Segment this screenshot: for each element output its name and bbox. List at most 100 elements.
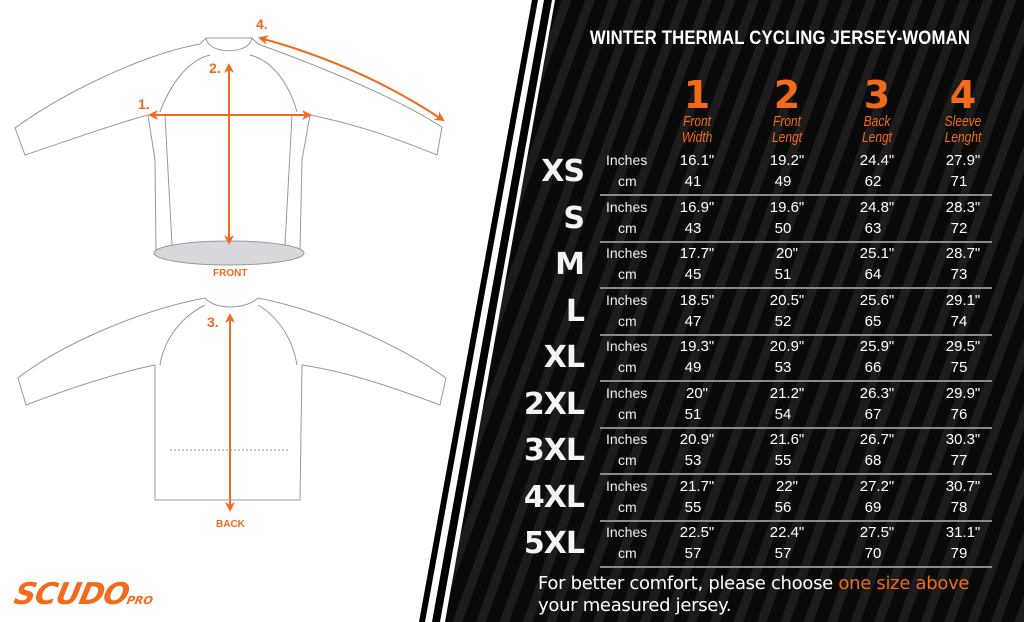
panel-stripe [432, 0, 552, 622]
inches-value: 30.7" [945, 477, 981, 495]
size-row: 2XL Inches cm 20" 51 21.2" 54 26.3" 67 29.9"… [0, 383, 1024, 430]
unit-inches: Inches [606, 245, 648, 261]
inches-value: 29.9" [945, 384, 981, 402]
size-row: L Inches cm 18.5" 47 20.5" 52 25.6" 65 29.1"… [0, 290, 1024, 337]
size-label: XL [543, 340, 585, 375]
inches-value: 26.3" [859, 384, 895, 402]
inches-value: 16.1" [679, 152, 715, 169]
column-label: Front Lengt [771, 113, 803, 146]
column-header: 4 Sleeve Lenght [918, 76, 1008, 146]
cm-value: 64 [864, 266, 882, 283]
inches-value: 30.3" [945, 431, 981, 448]
size-row: 3XL Inches cm 20.9" 53 21.6" 55 26.7" 68 30.… [0, 429, 1024, 476]
cm-value: 50 [774, 219, 792, 237]
column-number: 1 [683, 73, 711, 117]
row-divider [600, 473, 992, 475]
inches-value: 28.7" [945, 245, 981, 262]
size-row: 4XL Inches cm 21.7" 55 22" 56 27.2" 69 30.7"… [0, 476, 1024, 523]
unit-inches: Inches [606, 198, 648, 215]
unit-inches: Inches [606, 524, 648, 540]
unit-inches: Inches [606, 152, 648, 168]
cm-value: 41 [684, 173, 702, 190]
inches-value: 20.9" [769, 338, 805, 355]
inches-value: 20.9" [679, 431, 715, 448]
unit-cm: cm [618, 545, 637, 561]
inches-value: 20" [685, 384, 708, 402]
inches-value: 19.2" [769, 152, 805, 169]
dark-panel [445, 0, 1024, 622]
cm-value: 75 [950, 359, 968, 376]
cm-value: 71 [950, 173, 968, 190]
size-label: 3XL [523, 433, 585, 468]
panel-stripe [419, 0, 538, 622]
column-header: 1 Front Width [652, 76, 742, 146]
inches-value: 19.6" [769, 198, 805, 216]
note-highlight: one size above [838, 573, 970, 594]
cm-value: 53 [684, 452, 702, 469]
size-label: XS [541, 154, 585, 189]
marker-3: 3. [207, 314, 219, 330]
column-number: 3 [863, 73, 891, 117]
row-divider [600, 194, 992, 196]
cm-value: 43 [684, 219, 702, 237]
unit-cm: cm [618, 219, 637, 236]
cm-value: 57 [774, 545, 792, 562]
cm-value: 51 [774, 266, 792, 283]
inches-value: 25.1" [859, 245, 895, 262]
marker-4: 4. [256, 16, 268, 32]
cm-value: 77 [950, 452, 968, 469]
inches-value: 16.9" [679, 198, 715, 216]
cm-value: 78 [950, 498, 968, 516]
cm-value: 55 [774, 452, 792, 469]
size-row: M Inches cm 17.7" 45 20" 51 25.1" 64 28.7" 7… [0, 243, 1024, 290]
cm-value: 45 [684, 266, 702, 283]
brand-logo: SCUDOPRO [11, 577, 155, 612]
column-label: Sleeve Lenght [944, 113, 982, 146]
size-label: S [563, 200, 585, 236]
size-row: XS Inches cm 16.1" 41 19.2" 49 24.4" 62 27.9… [0, 150, 1024, 197]
column-number: 4 [949, 73, 977, 117]
marker-1: 1. [138, 96, 150, 112]
size-label: 4XL [523, 479, 585, 515]
back-label: BACK [216, 519, 245, 530]
row-divider [600, 240, 992, 243]
arrow-sleeve-length [258, 35, 445, 122]
cm-value: 69 [864, 498, 882, 516]
cm-value: 72 [950, 219, 968, 237]
size-label: M [555, 247, 585, 282]
unit-cm: cm [618, 312, 637, 329]
column-header: 3 Back Lengt [832, 76, 922, 146]
inches-value: 27.9" [945, 152, 981, 169]
cm-value: 49 [684, 359, 702, 376]
inches-value: 25.9" [859, 338, 895, 355]
column-header: 2 Front Lengt [742, 76, 832, 146]
size-row: XL Inches cm 19.3" 49 20.9" 53 25.9" 66 29.5… [0, 336, 1024, 383]
cm-value: 63 [864, 219, 882, 237]
row-divider [600, 287, 992, 289]
unit-inches: Inches [606, 431, 648, 447]
unit-inches: Inches [606, 477, 648, 494]
inches-value: 19.3" [679, 338, 715, 355]
cm-value: 67 [864, 405, 882, 423]
cm-value: 53 [774, 359, 792, 376]
unit-inches: Inches [606, 291, 648, 308]
inches-value: 28.3" [945, 198, 981, 216]
inches-value: 21.7" [679, 477, 715, 495]
cm-value: 66 [864, 359, 882, 376]
inches-value: 21.6" [769, 431, 805, 448]
unit-cm: cm [618, 266, 637, 282]
inches-value: 27.2" [859, 477, 895, 495]
size-row: 5XL Inches cm 22.5" 57 22.4" 57 27.5" 70 31.… [0, 522, 1024, 569]
inches-value: 25.6" [859, 291, 895, 309]
inches-value: 20.5" [769, 291, 805, 309]
cm-value: 70 [864, 545, 882, 562]
cm-value: 68 [864, 452, 882, 469]
inches-value: 22" [775, 477, 798, 495]
size-row: S Inches cm 16.9" 43 19.6" 50 24.8" 63 28.3"… [0, 197, 1024, 244]
cm-value: 55 [684, 498, 702, 516]
cm-value: 54 [774, 405, 792, 423]
unit-cm: cm [618, 359, 637, 375]
inches-value: 21.2" [769, 384, 805, 402]
inches-value: 18.5" [679, 291, 715, 309]
cm-value: 47 [684, 312, 702, 330]
